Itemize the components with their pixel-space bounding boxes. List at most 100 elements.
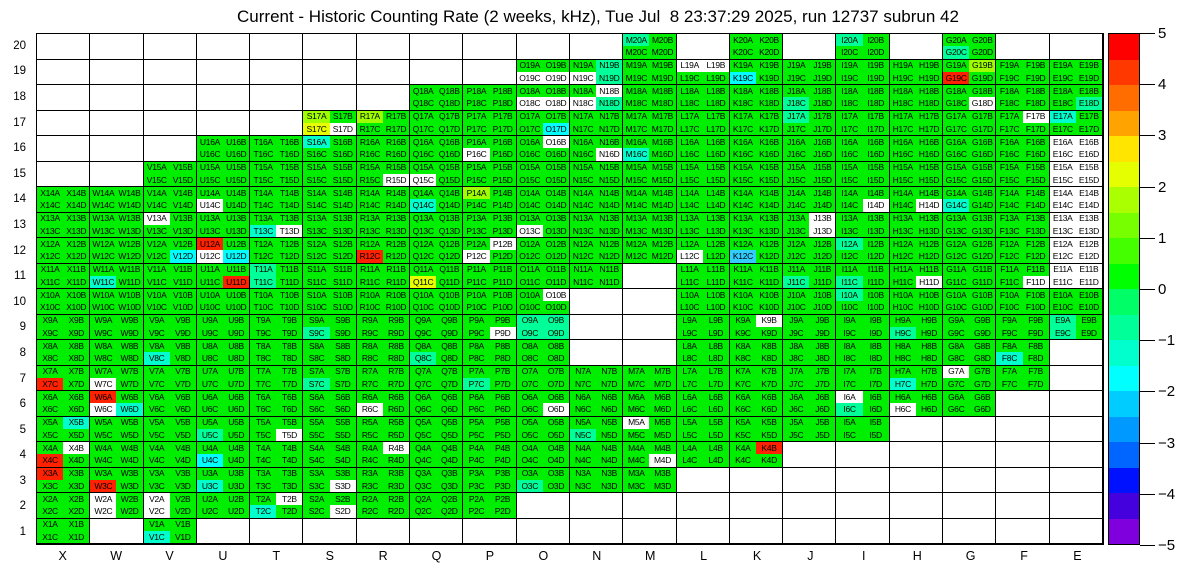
cell-X6A: X6A <box>37 391 63 403</box>
cell-V1A: V1A <box>144 519 170 531</box>
cell-R5A: R5A <box>357 417 383 429</box>
grid-cell-F15: F15AF15BF15CF15D <box>996 162 1049 188</box>
grid-cell-X13: X13AX13BX13CX13D <box>37 213 90 239</box>
cell-U10B: U10B <box>223 289 249 301</box>
cell-I9B: I9B <box>863 315 889 327</box>
cell-X12A: X12A <box>37 238 63 250</box>
y-tick-label-20: 20 <box>0 33 31 59</box>
cell-W13D: W13D <box>116 225 142 237</box>
cell-G13A: G13A <box>943 213 969 225</box>
grid-cell-Q10: Q10AQ10BQ10CQ10D <box>410 289 463 315</box>
cell-R16B: R16B <box>383 136 409 148</box>
cell-K20D: K20D <box>756 46 782 58</box>
grid-cell-N2 <box>570 493 623 519</box>
colorbar-segment-9 <box>1109 264 1139 290</box>
cell-V15B: V15B <box>170 162 196 174</box>
cell-Q3C: Q3C <box>410 480 436 492</box>
cell-V10C: V10C <box>144 301 170 313</box>
cell-M6B: M6B <box>649 391 675 403</box>
cell-S16A: S16A <box>303 136 329 148</box>
grid-cell-W13: W13AW13BW13CW13D <box>90 213 143 239</box>
colorbar-tick--1 <box>1140 340 1155 341</box>
cell-F15A: F15A <box>996 162 1022 174</box>
cell-E12C: E12C <box>1050 250 1076 262</box>
x-tick-label-P: P <box>463 549 516 567</box>
cell-T3A: T3A <box>250 468 276 480</box>
cell-M16D: M16D <box>649 148 675 160</box>
cell-K11C: K11C <box>730 276 756 288</box>
cell-I13B: I13B <box>863 213 889 225</box>
grid-cell-U6: U6AU6BU6CU6D <box>197 391 250 417</box>
x-tick-label-R: R <box>356 549 409 567</box>
cell-G17D: G17D <box>969 123 995 135</box>
cell-O7A: O7A <box>517 366 543 378</box>
cell-F17D: F17D <box>1023 123 1049 135</box>
cell-S15B: S15B <box>330 162 356 174</box>
cell-F19B: F19B <box>1023 60 1049 72</box>
colorbar-tick-label-4: 4 <box>1158 77 1194 92</box>
cell-H18C: H18C <box>890 97 916 109</box>
cell-I15A: I15A <box>836 162 862 174</box>
cell-N12A: N12A <box>570 238 596 250</box>
cell-H8C: H8C <box>890 352 916 364</box>
cell-W12D: W12D <box>116 250 142 262</box>
cell-J19C: J19C <box>783 72 809 84</box>
cell-J18C: J18C <box>783 97 809 109</box>
cell-R11A: R11A <box>357 264 383 276</box>
cell-S4C: S4C <box>303 454 329 466</box>
x-tick-label-J: J <box>784 549 837 567</box>
cell-M7D: M7D <box>649 378 675 390</box>
cell-U4B: U4B <box>223 442 249 454</box>
cell-L4C: L4C <box>677 454 703 466</box>
grid-cell-S11: S11AS11BS11CS11D <box>303 264 356 290</box>
cell-L5A: L5A <box>677 417 703 429</box>
cell-V3D: V3D <box>170 480 196 492</box>
grid-cell-N19: N19AN19BN19CN19D <box>570 60 623 86</box>
cell-W9B: W9B <box>116 315 142 327</box>
cell-M5C: M5C <box>623 429 649 441</box>
grid-cell-O15: O15AO15BO15CO15D <box>517 162 570 188</box>
cell-T2C: T2C <box>250 505 276 517</box>
cell-V14D: V14D <box>170 199 196 211</box>
cell-O4B: O4B <box>543 442 569 454</box>
grid-cell-Q9: Q9AQ9BQ9CQ9D <box>410 315 463 341</box>
grid-cell-R7: R7AR7BR7CR7D <box>357 366 410 392</box>
cell-Q2D: Q2D <box>436 505 462 517</box>
grid-cell-T2: T2AT2BT2CT2D <box>250 493 303 519</box>
cell-F16A: F16A <box>996 136 1022 148</box>
cell-V15A: V15A <box>144 162 170 174</box>
cell-N13C: N13C <box>570 225 596 237</box>
cell-E10B: E10B <box>1076 289 1102 301</box>
cell-P12D: P12D <box>490 250 516 262</box>
cell-Q5A: Q5A <box>410 417 436 429</box>
cell-I15D: I15D <box>863 174 889 186</box>
cell-L17C: L17C <box>677 123 703 135</box>
cell-I8C: I8C <box>836 352 862 364</box>
colorbar-segment-3 <box>1109 111 1139 137</box>
cell-H17B: H17B <box>916 111 942 123</box>
cell-K4D: K4D <box>756 454 782 466</box>
grid-cell-W5: W5AW5BW5CW5D <box>90 417 143 443</box>
cell-U15A: U15A <box>197 162 223 174</box>
cell-G17B: G17B <box>969 111 995 123</box>
cell-Q11A: Q11A <box>410 264 436 276</box>
grid-cell-G7: G7AG7BG7CG7D <box>943 366 996 392</box>
grid-cell-O1 <box>517 519 570 545</box>
y-tick-label-12: 12 <box>0 238 31 264</box>
grid-cell-M10 <box>623 289 676 315</box>
grid-cell-M5: M5AM5BM5CM5D <box>623 417 676 443</box>
cell-J14D: J14D <box>809 199 835 211</box>
cell-K6B: K6B <box>756 391 782 403</box>
cell-H7A: H7A <box>890 366 916 378</box>
cell-X9C: X9C <box>37 327 63 339</box>
colorbar-segment-13 <box>1109 366 1139 392</box>
cell-J8D: J8D <box>809 352 835 364</box>
grid-cell-V20 <box>144 34 197 60</box>
colorbar-tick-4 <box>1140 84 1155 85</box>
cell-W4B: W4B <box>116 442 142 454</box>
cell-V14A: V14A <box>144 187 170 199</box>
grid-cell-N4: N4AN4BN4CN4D <box>570 442 623 468</box>
grid-cell-F13: F13AF13BF13CF13D <box>996 213 1049 239</box>
grid-cell-L19: L19AL19BL19CL19D <box>677 60 730 86</box>
cell-Q17B: Q17B <box>436 111 462 123</box>
